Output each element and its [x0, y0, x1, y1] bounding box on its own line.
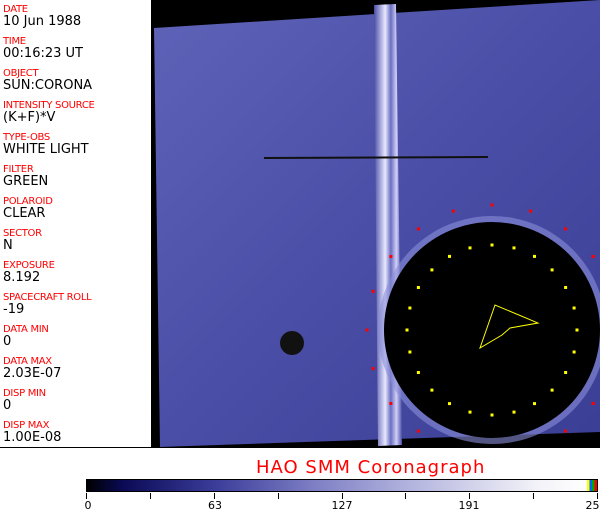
colorbar-tick — [277, 493, 279, 499]
instrument-title: HAO SMM Coronagraph — [256, 457, 486, 478]
field-value: 1.00E-08 — [3, 430, 62, 445]
overlay-marker — [371, 289, 375, 293]
field-label: DATA MIN — [3, 324, 49, 335]
field-label: POLAROID — [3, 196, 53, 207]
field-value: 0 — [3, 334, 12, 349]
field-value: 00:16:23 UT — [3, 46, 83, 61]
colorbar-tick — [597, 493, 598, 499]
overlay-marker — [572, 306, 576, 310]
colorbar-tick — [149, 493, 151, 499]
field-label: TYPE-OBS — [3, 132, 50, 143]
field-label: SPACECRAFT ROLL — [3, 292, 92, 303]
overlay-marker — [572, 350, 576, 354]
colorbar — [86, 479, 598, 492]
field-disp-max: DISP MAX 1.00E-08 — [3, 420, 61, 445]
field-filter: FILTER GREEN — [3, 164, 48, 189]
field-value: 8.192 — [3, 270, 41, 285]
overlay-marker — [430, 388, 434, 392]
field-sector: SECTOR N — [3, 228, 42, 253]
colorbar-tick — [213, 493, 215, 499]
overlay-marker — [408, 306, 412, 310]
field-label: DISP MIN — [3, 388, 46, 399]
colorbar-tick — [86, 493, 87, 499]
field-value: -19 — [3, 302, 25, 317]
overlay-marker — [563, 227, 567, 231]
field-label: DATA MAX — [3, 356, 52, 367]
field-polaroid: POLAROID CLEAR — [3, 196, 53, 221]
field-value: 10 Jun 1988 — [3, 14, 82, 29]
overlay-marker — [550, 268, 554, 272]
field-value: N — [3, 238, 13, 253]
field-label: FILTER — [3, 164, 34, 175]
field-object: OBJECT SUN:CORONA — [3, 68, 92, 93]
overlay-marker — [430, 268, 434, 272]
overlay-marker — [490, 413, 494, 417]
colorbar-tick — [341, 493, 343, 499]
overlay-marker — [416, 286, 420, 289]
overlay-marker — [417, 429, 421, 433]
field-time: TIME 00:16:23 UT — [3, 36, 83, 61]
field-label: DISP MAX — [3, 420, 50, 431]
overlay-marker — [416, 371, 420, 374]
overlay-marker — [448, 402, 451, 406]
field-value: SUN:CORONA — [3, 78, 93, 93]
field-value: (K+F)*V — [3, 110, 56, 125]
overlay-marker — [575, 328, 579, 332]
overlay-marker — [405, 328, 409, 332]
header-info-panel — [0, 0, 152, 448]
field-data-max: DATA MAX 2.03E-07 — [3, 356, 61, 381]
field-spacecraft-roll: SPACECRAFT ROLL -19 — [3, 292, 92, 317]
colorbar-tick-label: 63 — [208, 499, 222, 512]
field-label: INTENSITY SOURCE — [3, 100, 95, 111]
field-exposure: EXPOSURE 8.192 — [3, 260, 55, 285]
overlay-marker — [564, 371, 568, 374]
colorbar-tick-label: 191 — [458, 499, 480, 512]
field-value: GREEN — [3, 174, 49, 189]
overlay-marker — [564, 286, 568, 289]
field-date: DATE 10 Jun 1988 — [3, 4, 81, 29]
overlay-marker — [371, 367, 375, 371]
field-value: 2.03E-07 — [3, 366, 62, 381]
field-label: TIME — [3, 36, 26, 47]
overlay-marker — [365, 328, 369, 332]
colorbar-overlay-colors — [587, 480, 597, 491]
field-data-min: DATA MIN 0 — [3, 324, 49, 349]
overlay-marker — [512, 410, 516, 414]
overlay-marker — [591, 255, 595, 259]
field-label: DATE — [3, 4, 28, 15]
colorbar-tick — [405, 493, 407, 499]
overlay-marker — [591, 401, 595, 405]
overlay-marker — [563, 429, 567, 433]
field-value: CLEAR — [3, 206, 46, 221]
overlay-marker — [468, 410, 472, 414]
overlay-marker — [468, 246, 472, 250]
field-value: WHITE LIGHT — [3, 142, 89, 157]
field-disp-min: DISP MIN 0 — [3, 388, 46, 413]
colorbar-tick-label: 0 — [84, 499, 92, 512]
colorbar-tick-label: 255 — [585, 499, 600, 512]
field-value: 0 — [3, 398, 12, 413]
overlay-marker — [512, 246, 516, 250]
field-label: EXPOSURE — [3, 260, 55, 271]
overlay-marker — [417, 227, 421, 231]
overlay-marker — [490, 243, 494, 247]
colorbar-tick — [469, 493, 471, 499]
coronagraph-image — [152, 0, 600, 448]
overlay-marker — [389, 401, 393, 405]
overlay-marker — [550, 388, 554, 392]
overlay-marker — [448, 254, 451, 258]
overlay-marker — [529, 209, 533, 213]
field-label: OBJECT — [3, 68, 39, 79]
overlay-marker — [490, 203, 494, 207]
overlay-marker — [533, 254, 536, 258]
overlay-marker — [408, 350, 412, 354]
field-type-obs: TYPE-OBS WHITE LIGHT — [3, 132, 89, 157]
colorbar-tick — [533, 493, 535, 499]
field-intensity-source: INTENSITY SOURCE (K+F)*V — [3, 100, 95, 125]
colorbar-tick-label: 127 — [331, 499, 353, 512]
field-label: SECTOR — [3, 228, 42, 239]
overlay-marker — [451, 209, 455, 213]
overlay-marker — [533, 402, 536, 406]
overlay-marker — [389, 255, 393, 259]
